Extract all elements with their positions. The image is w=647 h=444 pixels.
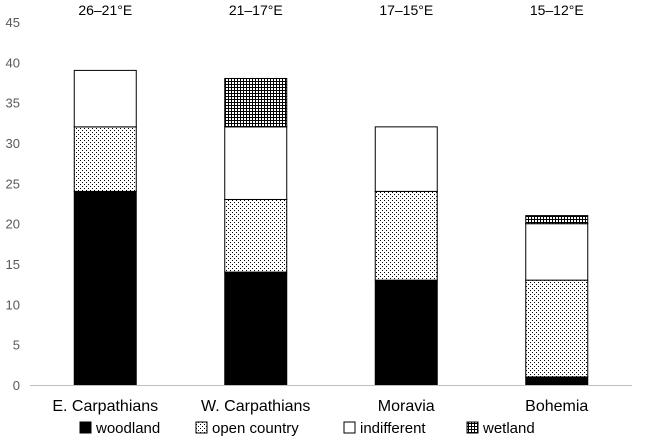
bar-segment-woodland [374, 279, 438, 386]
bars [73, 69, 589, 386]
bar-segment-indifferent [224, 126, 288, 200]
y-tick-label: 5 [13, 338, 20, 353]
y-tick-label: 20 [6, 217, 20, 232]
bar-segment-indifferent [73, 69, 137, 128]
legend-label: wetland [482, 420, 535, 437]
legend-swatch-open-country [195, 421, 208, 434]
x-category-label: Moravia [378, 398, 435, 415]
x-category-label: Bohemia [525, 398, 588, 415]
legend-swatch-indifferent [343, 421, 356, 434]
legend-label: open country [212, 420, 299, 437]
bar-segment-woodland [224, 271, 288, 386]
longitude-labels: 26–21°E 21–17°E 17–15°E 15–12°E [78, 2, 583, 18]
bar-segment-open-country [374, 190, 438, 281]
x-category-label: W. Carpathians [201, 398, 310, 415]
y-tick-label: 40 [6, 55, 20, 70]
legend: woodland open country indifferent wetland [79, 420, 535, 437]
y-tick-label: 0 [13, 378, 20, 393]
y-tick-label: 10 [6, 297, 20, 312]
bar-segment-wetland [224, 77, 288, 128]
x-axis: E. Carpathians W. Carpathians Moravia Bohem… [30, 385, 632, 415]
y-tick-label: 25 [6, 176, 20, 191]
bar-segment-woodland [525, 376, 589, 386]
legend-swatch-wetland [466, 421, 479, 434]
bar-segment-indifferent [525, 223, 589, 281]
bar-segment-open-country [73, 126, 137, 192]
y-tick-label: 35 [6, 96, 20, 111]
bar-segment-wetland [525, 215, 589, 225]
longitude-range-label: 17–15°E [379, 2, 433, 18]
bar-segment-open-country [224, 198, 288, 273]
legend-label: indifferent [360, 420, 426, 437]
bar-segment-indifferent [374, 126, 438, 192]
longitude-range-label: 26–21°E [78, 2, 132, 18]
y-tick-label: 45 [6, 15, 20, 30]
y-axis: 0 5 10 15 20 25 30 35 40 45 [6, 15, 20, 393]
legend-swatch-woodland [79, 421, 92, 434]
y-tick-label: 15 [6, 257, 20, 272]
bar-segment-open-country [525, 279, 589, 378]
x-category-label: E. Carpathians [52, 398, 158, 415]
y-tick-label: 30 [6, 136, 20, 151]
legend-label: woodland [95, 420, 160, 437]
longitude-range-label: 21–17°E [229, 2, 283, 18]
longitude-range-label: 15–12°E [530, 2, 584, 18]
bar-segment-woodland [73, 190, 137, 386]
